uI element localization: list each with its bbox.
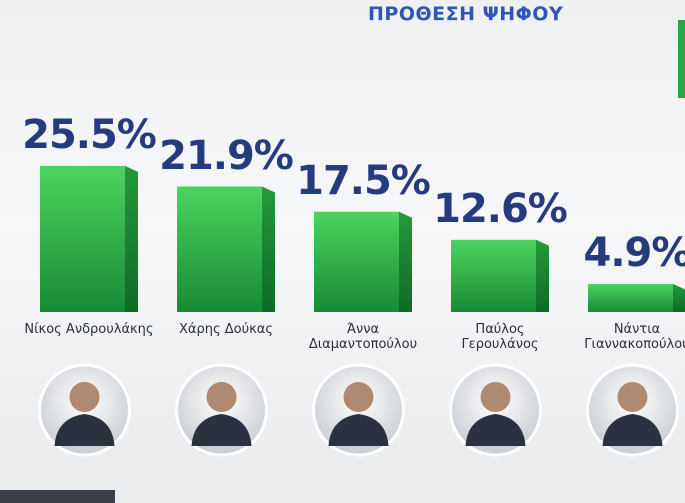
value-label: 12.6% [433,185,568,232]
bar-front [40,165,125,312]
value-label: 17.5% [296,157,431,204]
portrait-body [602,414,663,446]
bar-front [451,239,536,312]
bar [588,283,685,312]
corner-block [678,20,685,98]
value-label: 25.5% [22,111,157,158]
portrait-head [343,382,374,412]
bar-side [399,211,412,312]
category-label: Νάντια Γιαννακοπούλου [584,322,685,352]
value-label: 21.9% [159,132,294,179]
portrait-body [54,414,115,446]
portrait-head [617,382,648,412]
portrait-body [191,414,252,446]
value-label: 4.9% [583,229,685,276]
bar-side [262,186,275,312]
category-label: Άννα Διαμαντοπούλου [308,322,418,352]
category-label: Παύλος Γερουλάνος [461,322,539,352]
portrait-head [206,382,237,412]
bar-side [673,283,685,312]
category-label: Χάρης Δούκας [179,322,273,337]
bar [40,165,138,312]
bar-front [588,283,673,312]
portrait-body [328,414,389,446]
bar-front [314,211,399,312]
bar-side [125,165,138,312]
bar-side [536,239,549,312]
bar-front [177,186,262,312]
bar [451,239,549,312]
bar [177,186,275,312]
bar [314,211,412,312]
portrait-body [465,414,526,446]
portrait-head [480,382,511,412]
chart-title: ΠΡΟΘΕΣΗ ΨΗΦΟΥ [368,3,564,25]
portrait-head [69,382,100,412]
badge [0,490,115,503]
category-label: Νίκος Ανδρουλάκης [24,322,154,337]
